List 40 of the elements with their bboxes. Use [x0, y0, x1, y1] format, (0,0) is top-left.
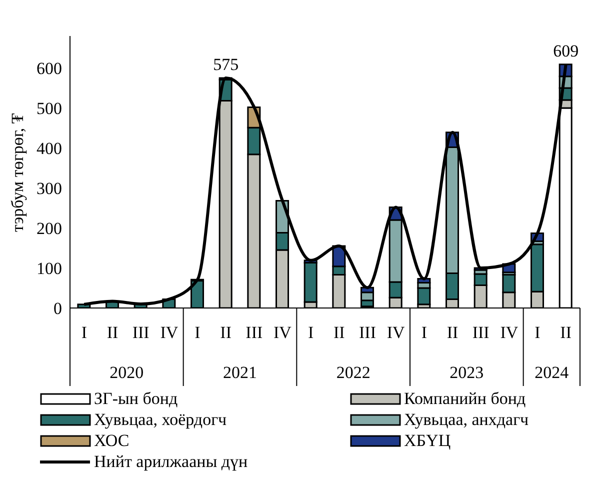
x-tick-label: III [132, 323, 150, 342]
x-tick-label: IV [500, 323, 519, 342]
legend-label: ЗГ-ын бонд [94, 388, 178, 409]
y-tick-label: 400 [36, 139, 62, 158]
legend-label: Хувьцаа, анхдагч [404, 409, 529, 430]
x-tick-label: IV [386, 323, 406, 342]
x-tick-label: IV [160, 323, 179, 342]
x-tick-label: II [446, 323, 458, 342]
x-tick-label: I [194, 323, 201, 342]
text: 2021 [223, 363, 257, 382]
legend-label: Хувьцаа, хоёрдогч [94, 409, 227, 430]
x-tick-label: II [560, 323, 572, 342]
legend-label: Компанийн бонд [404, 388, 526, 409]
x-tick-label: IV [274, 323, 292, 342]
y-tick-label: 0 [54, 299, 62, 318]
y-axis-title: тэрбум төгрөг, ₮ [8, 112, 28, 232]
legend-label: ХОС [94, 430, 130, 451]
text: 2020 [110, 363, 144, 382]
x-tick-label: III [246, 323, 263, 342]
data-label: 575 [213, 55, 239, 74]
y-tick-label: 500 [36, 99, 62, 118]
x-tick-label: II [220, 323, 232, 342]
y-tick-label: 200 [36, 219, 62, 238]
x-tick-label: I [534, 323, 541, 342]
y-tick-label: 100 [36, 259, 62, 278]
x-tick-label: I [308, 323, 314, 342]
x-tick-label: II [106, 323, 118, 342]
x-tick-label: II [334, 323, 346, 342]
data-label: 609 [553, 41, 579, 60]
legend-label: ХБҮЦ [404, 430, 451, 451]
x-tick-label: III [472, 323, 490, 342]
text: 2024 [534, 363, 570, 382]
text: 2023 [450, 363, 484, 382]
x-tick-label: I [81, 323, 88, 342]
legend-label: Нийт арилжааны дүн [94, 451, 248, 472]
text: 2022 [336, 363, 370, 382]
x-tick-label: I [421, 323, 428, 342]
y-tick-label: 600 [36, 59, 62, 78]
y-tick-label: 300 [36, 179, 62, 198]
x-tick-label: III [359, 323, 376, 342]
